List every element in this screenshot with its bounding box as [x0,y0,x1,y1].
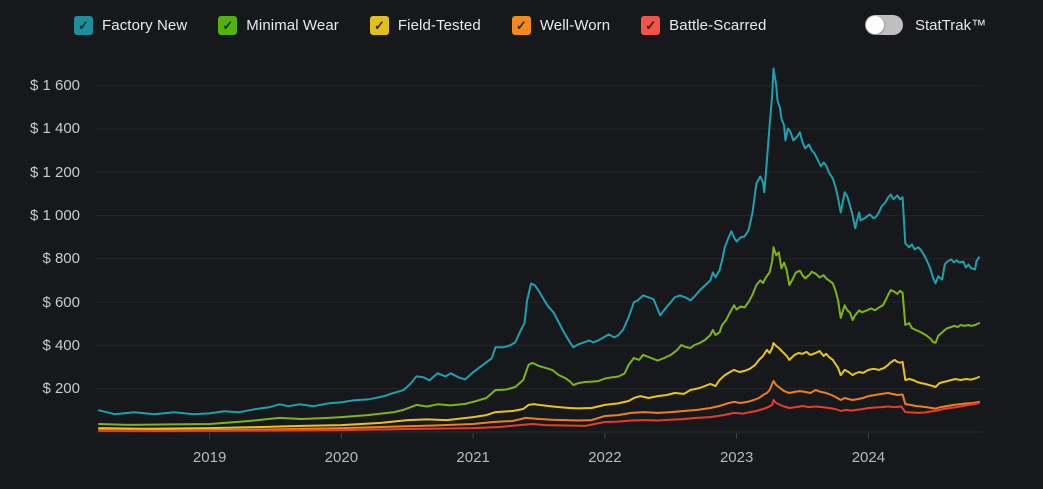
legend-label: Battle-Scarred [669,16,767,34]
legend-item-field-tested[interactable]: ✓ Field-Tested [369,15,481,35]
y-axis-label: $ 1 000 [29,206,80,224]
stattrak-label: StatTrak™ [915,16,987,34]
legend-item-well-worn[interactable]: ✓ Well-Worn [511,15,611,35]
series-line-battle-scarred[interactable] [98,399,980,433]
checkbox-checked-icon[interactable]: ✓ [369,15,389,35]
x-axis-label: 2019 [192,449,227,466]
series-line-field-tested[interactable] [98,342,980,430]
legend-label: Minimal Wear [246,16,339,34]
y-axis-label: $ 1 200 [29,163,80,181]
wear-legend: ✓ Factory New ✓ Minimal Wear ✓ Field-Tested ✓ W… [74,14,797,36]
y-axis-label: $ 200 [42,380,80,398]
legend-label: Field-Tested [397,16,481,34]
series-line-factory-new[interactable] [98,67,980,416]
checkbox-checked-icon[interactable]: ✓ [218,15,238,35]
checkbox-checked-icon[interactable]: ✓ [511,15,531,35]
legend-item-factory-new[interactable]: ✓ Factory New [74,15,188,35]
x-axis-label: 2023 [719,449,754,466]
toggle-track-icon[interactable] [865,15,903,35]
series-line-minimal-wear[interactable] [98,246,980,426]
legend-label: Factory New [102,16,188,34]
y-axis-label: $ 800 [42,250,80,268]
stattrak-toggle[interactable]: StatTrak™ [865,15,986,35]
x-axis-label: 2021 [456,449,490,466]
checkbox-checked-icon[interactable]: ✓ [74,15,93,35]
checkbox-checked-icon[interactable]: ✓ [641,15,661,35]
x-axis-label: 2024 [851,449,886,466]
x-axis-label: 2020 [324,449,359,466]
legend-item-minimal-wear[interactable]: ✓ Minimal Wear [218,15,339,35]
x-axis-label: 2022 [588,449,622,466]
y-axis-label: $ 1 400 [29,120,80,138]
legend-item-battle-scarred[interactable]: ✓ Battle-Scarred [641,15,767,35]
series-line-well-worn[interactable] [98,379,980,432]
y-axis-label: $ 600 [42,293,80,311]
y-axis-label: $ 400 [42,336,80,354]
y-axis-label: $ 1 600 [29,77,80,95]
legend-label: Well-Worn [539,16,611,34]
toggle-knob-icon[interactable] [866,16,884,34]
